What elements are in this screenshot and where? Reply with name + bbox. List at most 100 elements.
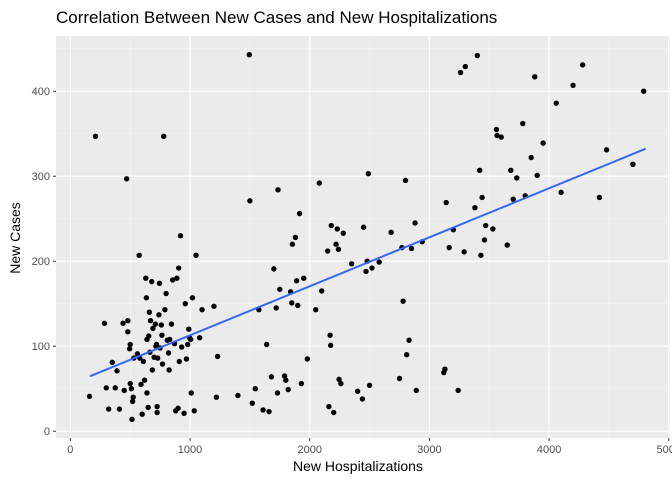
- data-point: [354, 388, 361, 394]
- data-point: [146, 309, 153, 315]
- data-point: [462, 63, 469, 70]
- data-point: [176, 358, 182, 365]
- x-tick-label: 2000: [297, 444, 321, 456]
- data-point: [105, 406, 112, 412]
- data-point: [570, 82, 576, 88]
- data-point: [129, 398, 136, 405]
- data-point: [268, 374, 275, 380]
- data-point: [301, 275, 307, 281]
- data-point: [304, 356, 311, 362]
- plot-panel: [56, 36, 670, 438]
- x-tick-label: 3000: [417, 444, 441, 456]
- y-tick-label: 300: [32, 171, 50, 183]
- data-point: [482, 222, 489, 229]
- data-point: [199, 306, 205, 313]
- data-point: [359, 396, 366, 402]
- data-point: [406, 337, 412, 343]
- data-point: [196, 335, 203, 341]
- data-point: [181, 410, 187, 417]
- data-point: [360, 224, 367, 230]
- data-point: [146, 333, 152, 339]
- data-point: [188, 390, 194, 396]
- y-tick-label: 100: [32, 341, 50, 353]
- data-point: [177, 233, 184, 239]
- data-point: [263, 341, 270, 348]
- data-point: [514, 175, 520, 181]
- data-point: [313, 306, 319, 313]
- data-point: [396, 375, 403, 382]
- data-point: [156, 280, 163, 287]
- x-tick-label: 0: [67, 444, 73, 456]
- data-point: [316, 180, 323, 186]
- y-axis-title: New Cases: [7, 202, 23, 274]
- data-point: [474, 52, 481, 59]
- data-point: [140, 358, 147, 365]
- data-point: [260, 407, 266, 413]
- data-point: [596, 194, 603, 201]
- data-point: [340, 230, 346, 236]
- data-point: [103, 385, 109, 391]
- data-point: [446, 244, 452, 251]
- data-point: [213, 394, 220, 400]
- data-point: [112, 385, 118, 391]
- data-point: [144, 390, 150, 396]
- data-point: [116, 406, 123, 412]
- data-point: [479, 194, 485, 201]
- data-point: [169, 277, 176, 283]
- data-point: [365, 170, 372, 177]
- data-point: [498, 134, 504, 140]
- x-axis-title: New Hospitalizations: [293, 458, 423, 474]
- data-point: [214, 353, 221, 360]
- y-tick-label: 0: [44, 426, 50, 438]
- data-point: [158, 322, 165, 328]
- data-point: [388, 229, 394, 236]
- data-point: [493, 126, 500, 133]
- data-point: [296, 210, 303, 217]
- x-tick-label: 4000: [537, 444, 561, 456]
- data-point: [534, 172, 540, 179]
- x-tick-label: 1000: [178, 444, 202, 456]
- data-point: [603, 147, 610, 153]
- data-point: [478, 252, 484, 258]
- data-point: [494, 132, 500, 139]
- data-point: [154, 403, 160, 410]
- data-point: [476, 167, 483, 173]
- data-point: [283, 377, 289, 383]
- data-point: [174, 275, 180, 281]
- data-point: [155, 355, 161, 361]
- data-point: [336, 376, 342, 383]
- data-point: [403, 352, 410, 358]
- data-point: [141, 377, 148, 383]
- data-point: [120, 320, 126, 326]
- data-point: [128, 386, 135, 392]
- data-point: [182, 301, 188, 307]
- data-point: [442, 366, 448, 372]
- data-point: [152, 321, 159, 327]
- data-point: [275, 187, 281, 193]
- data-point: [328, 222, 334, 229]
- data-point: [289, 241, 296, 247]
- data-point: [335, 246, 342, 253]
- data-point: [186, 326, 192, 332]
- data-point: [138, 381, 144, 388]
- data-point: [412, 220, 418, 226]
- y-tick-label: 200: [32, 256, 50, 268]
- data-point: [235, 392, 241, 399]
- data-point: [579, 62, 586, 68]
- data-point: [289, 300, 295, 306]
- data-point: [246, 51, 252, 58]
- data-point: [324, 248, 331, 254]
- data-point: [123, 176, 130, 182]
- data-point: [510, 196, 516, 202]
- data-point: [156, 312, 162, 318]
- data-point: [143, 295, 150, 301]
- data-point: [121, 387, 127, 394]
- data-point: [129, 416, 135, 423]
- data-point: [149, 367, 156, 373]
- data-point: [369, 265, 375, 271]
- data-point: [147, 318, 154, 324]
- data-point: [472, 204, 478, 211]
- data-point: [334, 226, 340, 232]
- data-point: [363, 268, 369, 275]
